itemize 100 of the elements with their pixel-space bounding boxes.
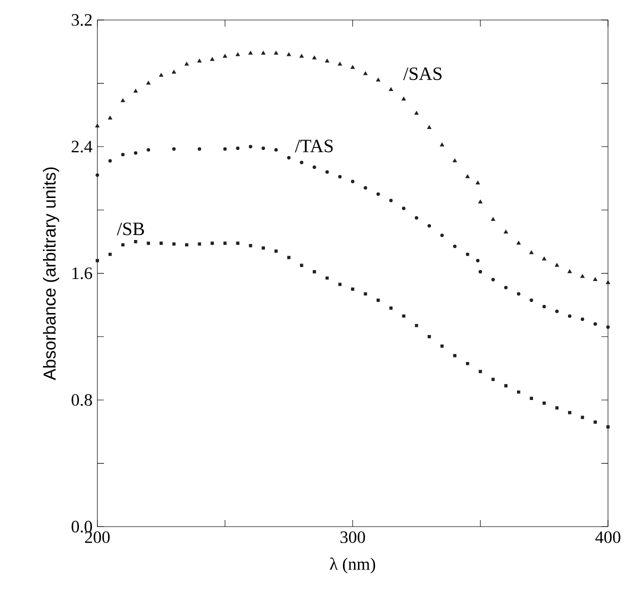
x-tick-label: 300 xyxy=(340,532,366,544)
point xyxy=(542,256,546,261)
point xyxy=(402,314,406,318)
point xyxy=(440,142,444,147)
point xyxy=(555,406,559,410)
x-tick-label: 400 xyxy=(595,532,620,544)
point xyxy=(428,224,432,228)
point xyxy=(223,242,227,246)
point xyxy=(490,217,496,221)
point xyxy=(594,420,597,424)
point xyxy=(350,180,354,184)
point xyxy=(236,146,240,150)
point xyxy=(108,116,112,120)
point xyxy=(287,256,290,260)
point xyxy=(414,324,418,328)
point xyxy=(606,425,610,429)
point xyxy=(262,246,265,250)
point xyxy=(593,322,597,326)
point xyxy=(300,264,304,268)
point xyxy=(376,298,380,302)
point xyxy=(172,242,176,246)
point xyxy=(198,242,202,246)
point xyxy=(402,206,406,210)
point xyxy=(222,54,228,58)
point xyxy=(516,292,520,296)
point xyxy=(476,259,480,263)
point xyxy=(312,166,316,170)
point xyxy=(197,58,202,63)
point xyxy=(299,54,304,58)
point xyxy=(236,52,240,56)
point xyxy=(530,298,534,302)
point xyxy=(402,96,406,101)
point xyxy=(95,124,100,128)
series-label: /SAS xyxy=(403,68,442,80)
point xyxy=(491,278,495,282)
y-tick-label: 3.2 xyxy=(72,14,92,26)
point xyxy=(414,111,419,115)
point xyxy=(121,243,124,247)
x-axis-title: λ (nm) xyxy=(330,558,376,574)
point xyxy=(351,288,354,291)
point xyxy=(414,216,418,220)
point xyxy=(236,242,240,246)
point xyxy=(452,158,457,162)
point xyxy=(529,250,534,254)
point xyxy=(184,62,189,66)
point xyxy=(248,244,252,248)
point xyxy=(210,57,214,62)
point xyxy=(478,370,482,374)
point xyxy=(517,390,520,394)
point xyxy=(606,326,610,330)
point xyxy=(606,280,610,284)
series-label: /SB xyxy=(116,222,144,236)
point xyxy=(478,200,482,204)
point xyxy=(159,73,164,77)
point xyxy=(312,270,316,274)
point xyxy=(312,56,316,60)
point xyxy=(146,242,150,246)
point xyxy=(286,52,291,56)
point xyxy=(338,282,342,286)
point xyxy=(580,274,585,278)
point xyxy=(338,62,342,66)
point xyxy=(364,292,368,296)
point xyxy=(504,286,508,290)
point xyxy=(554,263,560,267)
point xyxy=(453,244,457,248)
point xyxy=(248,51,253,55)
point xyxy=(325,58,330,63)
point xyxy=(428,335,431,338)
point xyxy=(338,175,342,179)
point xyxy=(542,402,546,405)
point xyxy=(593,277,598,282)
point xyxy=(504,230,508,234)
point xyxy=(465,174,470,178)
point xyxy=(440,234,444,238)
point xyxy=(568,411,572,414)
point xyxy=(248,145,252,149)
point xyxy=(568,270,572,274)
point xyxy=(440,344,444,348)
x-tick-label: 200 xyxy=(85,532,110,544)
y-tick-label: 2.4 xyxy=(72,140,92,153)
point xyxy=(466,252,470,256)
point xyxy=(427,125,432,130)
point xyxy=(172,147,176,151)
point xyxy=(261,51,266,55)
point xyxy=(262,146,266,150)
point xyxy=(274,250,278,253)
y-tick-label: 1.6 xyxy=(72,268,92,280)
point xyxy=(530,396,534,400)
point xyxy=(453,354,456,358)
point xyxy=(542,305,546,308)
point xyxy=(478,270,482,274)
point xyxy=(350,65,355,69)
point xyxy=(96,259,99,262)
point xyxy=(466,362,470,366)
point xyxy=(363,72,368,76)
point xyxy=(210,242,214,246)
point xyxy=(274,148,278,152)
point xyxy=(376,78,380,82)
point xyxy=(516,241,521,245)
point xyxy=(108,252,112,256)
